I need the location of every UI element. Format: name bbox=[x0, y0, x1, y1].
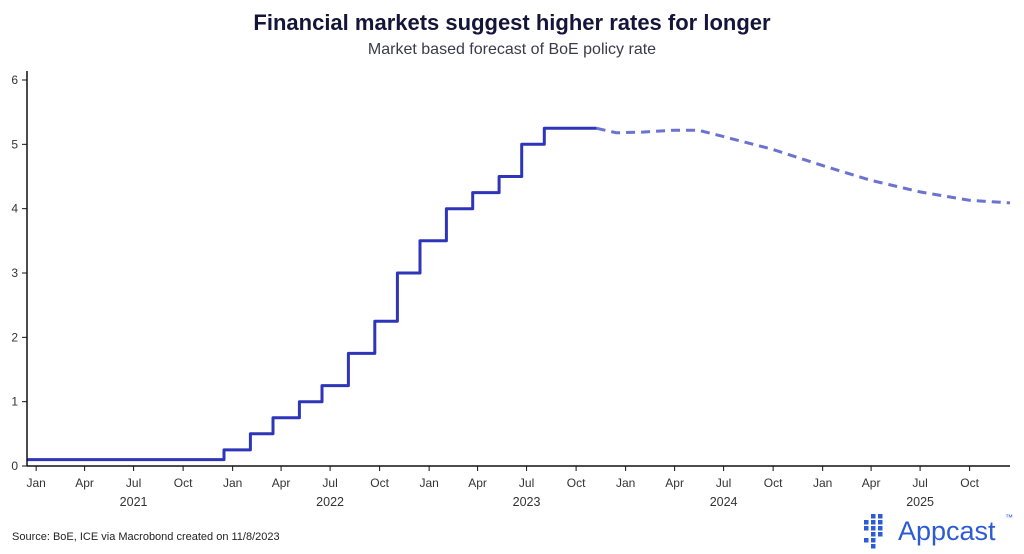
logo-dot bbox=[871, 538, 876, 543]
logo-dot bbox=[878, 520, 883, 525]
logo-dot bbox=[864, 520, 869, 525]
x-tick-label: Jan bbox=[616, 476, 635, 490]
chart-title: Financial markets suggest higher rates f… bbox=[253, 10, 771, 35]
chart-subtitle: Market based forecast of BoE policy rate bbox=[368, 41, 656, 58]
logo-dot bbox=[878, 514, 883, 519]
logo-dot bbox=[864, 538, 869, 543]
trademark-mark: ™ bbox=[1005, 513, 1013, 522]
x-tick-label: Jan bbox=[419, 476, 438, 490]
x-tick-label: Oct bbox=[764, 476, 783, 490]
x-tick-label: Apr bbox=[468, 476, 487, 490]
y-tick-label: 0 bbox=[11, 459, 18, 473]
x-tick-label: Apr bbox=[862, 476, 881, 490]
y-tick-label: 3 bbox=[11, 266, 18, 280]
x-tick-label: Jul bbox=[912, 476, 927, 490]
logo-dot bbox=[871, 520, 876, 525]
x-year-label: 2023 bbox=[513, 495, 541, 509]
x-axis-ticks: Jan Apr Jul Oct Jan Apr Jul Oct Jan Apr Jul Oct Jan A… bbox=[26, 466, 980, 509]
y-axis-ticks: 0 1 2 3 4 5 6 bbox=[11, 73, 27, 473]
x-tick-label: Jan bbox=[813, 476, 832, 490]
x-tick-label: Jul bbox=[716, 476, 731, 490]
x-tick-label: Apr bbox=[272, 476, 291, 490]
x-year-label: 2021 bbox=[120, 495, 148, 509]
y-tick-label: 1 bbox=[11, 395, 18, 409]
brand-logo: Appcast ™ bbox=[864, 513, 1013, 549]
y-tick-label: 6 bbox=[11, 73, 18, 87]
logo-dot bbox=[871, 526, 876, 531]
y-tick-label: 2 bbox=[11, 330, 18, 344]
x-tick-label: Jul bbox=[322, 476, 337, 490]
logo-dot bbox=[864, 526, 869, 531]
x-tick-label: Apr bbox=[665, 476, 684, 490]
series-line-actual bbox=[27, 126, 597, 462]
y-tick-label: 4 bbox=[11, 202, 18, 216]
x-tick-label: Jan bbox=[26, 476, 45, 490]
logo-dot bbox=[871, 544, 876, 549]
logo-dot bbox=[878, 526, 883, 531]
logo-dot bbox=[871, 514, 876, 519]
brand-name: Appcast bbox=[898, 516, 996, 546]
x-tick-label: Jan bbox=[223, 476, 242, 490]
x-tick-label: Oct bbox=[174, 476, 193, 490]
dot-grid-icon bbox=[864, 514, 883, 549]
series-layer bbox=[27, 126, 1011, 462]
series-line-forecast bbox=[596, 126, 1011, 205]
x-year-label: 2025 bbox=[906, 495, 934, 509]
x-tick-label: Oct bbox=[370, 476, 389, 490]
source-note: Source: BoE, ICE via Macrobond created o… bbox=[12, 531, 280, 543]
x-tick-label: Jul bbox=[126, 476, 141, 490]
x-tick-label: Oct bbox=[567, 476, 586, 490]
x-tick-label: Jul bbox=[519, 476, 534, 490]
x-tick-label: Apr bbox=[75, 476, 94, 490]
x-year-label: 2022 bbox=[316, 495, 344, 509]
y-tick-label: 5 bbox=[11, 137, 18, 151]
logo-dot bbox=[878, 532, 883, 537]
x-year-label: 2024 bbox=[710, 495, 738, 509]
x-tick-label: Oct bbox=[960, 476, 979, 490]
logo-dot bbox=[871, 532, 876, 537]
